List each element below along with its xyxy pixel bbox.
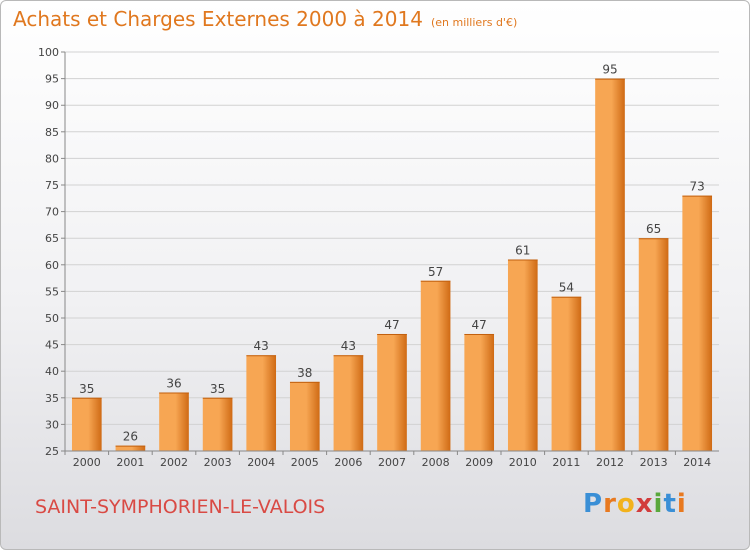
y-tick-label: 90: [45, 99, 59, 112]
data-label-2001: 26: [123, 430, 138, 444]
data-label-2012: 95: [602, 63, 617, 77]
bar-2013: [638, 238, 669, 451]
x-tick-label-2006: 2006: [334, 456, 362, 469]
y-tick-label: 70: [45, 206, 59, 219]
y-tick-label: 50: [45, 312, 59, 325]
title-text: Achats et Charges Externes 2000 à 2014: [13, 7, 423, 31]
bar-2006: [333, 355, 364, 451]
x-tick-label-2002: 2002: [160, 456, 188, 469]
x-tick-label-2014: 2014: [683, 456, 711, 469]
unit-label: (en milliers d'€): [430, 16, 518, 29]
y-tick-label: 60: [45, 259, 59, 272]
bar-2009: [464, 333, 495, 451]
bar-2008: [420, 280, 451, 451]
x-tick-label-2007: 2007: [378, 456, 406, 469]
bars: 35 26 36 35 43 38 43 47 57 47 61 54 95 65 73: [71, 63, 713, 451]
data-label-2005: 38: [297, 366, 312, 380]
logo-letter: r: [603, 489, 617, 519]
bar-2004: [246, 355, 277, 451]
logo-letter: i: [676, 489, 687, 519]
y-tick-label: 25: [45, 445, 59, 458]
logo-letter: o: [616, 489, 636, 519]
x-tick-label-2001: 2001: [116, 456, 144, 469]
data-label-2002: 36: [166, 376, 181, 390]
data-label-2013: 65: [646, 222, 661, 236]
chart-title: Achats et Charges Externes 2000 à 2014 (e…: [13, 7, 517, 31]
logo-letter: t: [663, 489, 677, 519]
data-label-2000: 35: [79, 382, 94, 396]
data-label-2008: 57: [428, 265, 443, 279]
x-tick-label-2011: 2011: [552, 456, 580, 469]
data-label-2011: 54: [559, 281, 574, 295]
bar-2003: [202, 397, 233, 451]
data-label-2003: 35: [210, 382, 225, 396]
logo-letter: P: [583, 489, 604, 519]
y-axis: 25 30 35 40 45 50 55 60 65 70 75 80 85 90 95 100: [38, 46, 66, 458]
y-tick-label: 80: [45, 152, 59, 165]
x-tick-label-2013: 2013: [640, 456, 668, 469]
bar-2002: [159, 392, 189, 451]
bar-2012: [595, 78, 625, 451]
data-label-2010: 61: [515, 243, 530, 257]
y-tick-label: 65: [45, 232, 59, 245]
x-tick-label-2003: 2003: [204, 456, 232, 469]
bar-2010: [507, 259, 538, 451]
x-tick-label-2010: 2010: [509, 456, 537, 469]
y-tick-label: 75: [45, 179, 59, 192]
logo-letter: i: [653, 489, 664, 519]
data-label-2006: 43: [341, 339, 356, 353]
x-tick-label-2004: 2004: [247, 456, 275, 469]
data-label-2004: 43: [254, 339, 269, 353]
bar-2000: [71, 397, 102, 451]
bar-2014: [682, 195, 713, 451]
x-tick-label-2009: 2009: [465, 456, 493, 469]
commune-name: SAINT-SYMPHORIEN-LE-VALOIS: [35, 496, 326, 518]
x-tick-label-2012: 2012: [596, 456, 624, 469]
bar-2005: [289, 381, 320, 451]
y-tick-label: 30: [45, 418, 59, 431]
y-tick-label: 35: [45, 392, 59, 405]
y-tick-label: 95: [45, 73, 59, 86]
x-tick-label-2000: 2000: [73, 456, 101, 469]
y-tick-label: 40: [45, 365, 59, 378]
y-tick-label: 100: [38, 46, 59, 59]
x-tick-label-2005: 2005: [291, 456, 319, 469]
y-tick-label: 45: [45, 339, 59, 352]
bar-2007: [377, 333, 407, 451]
proxiti-logo: Proxiti: [583, 489, 687, 519]
bar-2001: [115, 445, 146, 451]
bar-2011: [551, 296, 582, 451]
x-tick-label-2008: 2008: [422, 456, 450, 469]
data-label-2007: 47: [384, 318, 399, 332]
data-label-2014: 73: [690, 180, 705, 194]
y-tick-label: 85: [45, 126, 59, 139]
logo-letter: x: [635, 489, 654, 519]
y-tick-label: 55: [45, 285, 59, 298]
data-label-2009: 47: [472, 318, 487, 332]
x-axis: 2000 2001 2002 2003 2004 2005 2006 2007 2008 2009…: [64, 450, 719, 469]
